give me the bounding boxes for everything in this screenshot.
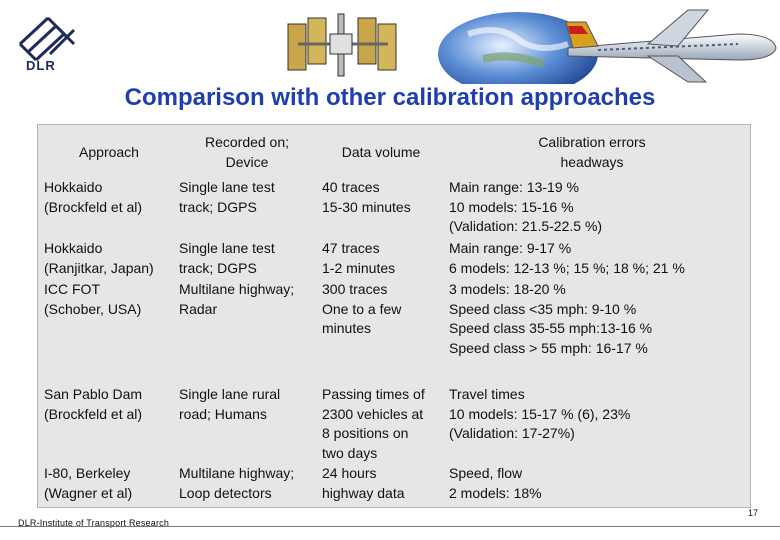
header-data-volume: Data volume [341,144,421,160]
table-cell: Multilane highway; Loop detectors [179,465,295,501]
table-cell: Multilane highway; Radar [179,281,295,317]
table-cell: Main range: 9-17 % 6 models: 12-13 %; 15… [449,240,685,276]
table-cell: ICC FOT (Schober, USA) [44,281,142,317]
table-cell: Hokkaido (Ranjitkar, Japan) [44,240,154,276]
table-cell: Passing times of 2300 vehicles at 8 posi… [322,386,425,461]
footer-divider [0,526,780,527]
comparison-table [37,124,751,508]
table-cell: Hokkaido (Brockfeld et al) [44,179,143,215]
table-cell: 3 models: 18-20 % Speed class <35 mph: 9… [449,281,653,356]
table-cell: 24 hours highway data [322,465,405,501]
table-cell: I-80, Berkeley (Wagner et al) [44,465,133,501]
header-recorded: Recorded on; Device [204,134,290,170]
table-cell: San Pablo Dam (Brockfeld et al) [44,386,143,422]
table-cell: 47 traces 1-2 minutes [322,240,396,276]
dlr-logo-icon [18,16,76,62]
table-cell: Speed, flow 2 models: 18% [449,465,542,501]
page-title: Comparison with other calibration approa… [124,84,656,111]
table-cell: Travel times 10 models: 15-17 % (6), 23%… [449,386,631,441]
table-cell: Single lane test track; DGPS [179,179,275,215]
header-calibration-errors: Calibration errors headways [538,134,646,170]
table-cell: 300 traces One to a few minutes [322,281,402,336]
page-number: 17 [748,508,759,518]
table-cell: 40 traces 15-30 minutes [322,179,411,215]
table-cell: Single lane rural road; Humans [179,386,281,422]
footer-institute: DLR-Institute of Transport Research [18,518,170,528]
table-cell: Main range: 13-19 % 10 models: 15-16 % (… [449,179,603,234]
header-approach: Approach [79,144,139,160]
logo-text: DLR [26,58,56,73]
table-cell: Single lane test track; DGPS [179,240,275,276]
banner-image [287,9,777,84]
